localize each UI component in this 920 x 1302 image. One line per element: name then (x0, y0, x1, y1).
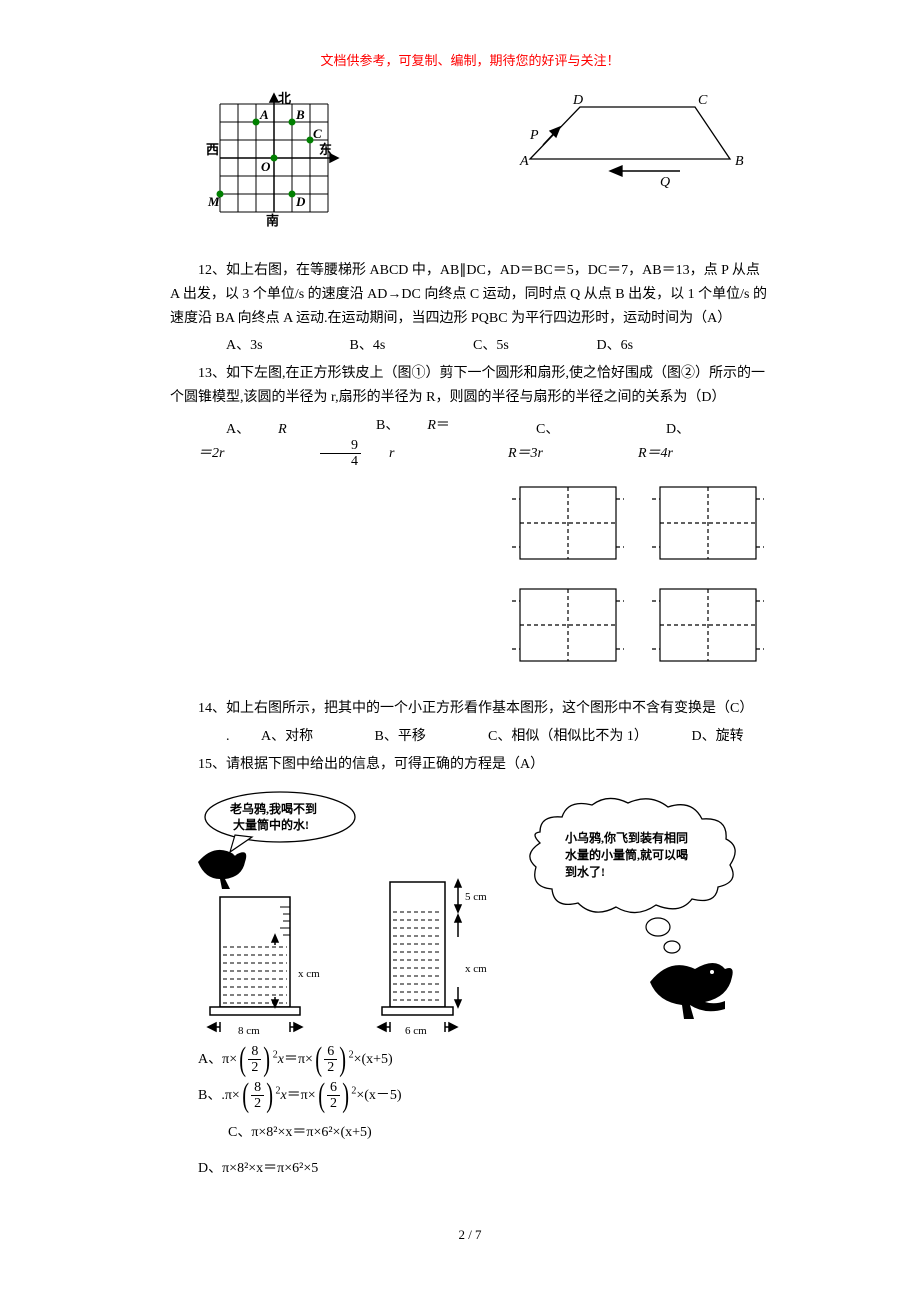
q15-text: 15、请根据下图中给出的信息，可得正确的方程是（A） (170, 753, 770, 777)
label-C: C (313, 126, 322, 141)
q14-opt-a: A、对称 (233, 725, 343, 749)
trap-Q: Q (660, 175, 670, 190)
page-number: 2 / 7 (170, 1227, 770, 1243)
q14-text: 14、如上右图所示，把其中的一个小正方形看作基本图形，这个图形中不含有变换是（C… (170, 697, 770, 721)
q13-opt-a: A、R＝2r (170, 418, 320, 466)
q12-opt-b: B、4s (322, 334, 442, 358)
label-south: 南 (266, 213, 279, 228)
q14-opt-d: D、旋转 (664, 725, 754, 749)
q13-opt-d: D、R＝4r (610, 418, 720, 466)
trap-B: B (735, 154, 744, 169)
q15-opt-d: D、π×8²×x＝π×6²×5 (198, 1151, 458, 1187)
label-D: D (295, 194, 306, 209)
trap-A: A (519, 154, 529, 169)
q15-figure: 老乌鸦,我喝不到 大量筒中的水! (180, 787, 770, 1037)
label-east: 东 (319, 142, 332, 157)
q12-options: A、3s B、4s C、5s D、6s (170, 334, 770, 358)
trap-C: C (698, 93, 708, 108)
cloud-speech: 小乌鸦,你飞到装有相同 水量的小量筒,就可以喝 到水了! (530, 798, 735, 953)
q14-opt-c: C、相似（相似比不为 1） (460, 725, 660, 749)
bird-small-icon (650, 963, 733, 1019)
q14-options: . A、对称 B、平移 C、相似（相似比不为 1） D、旋转 (170, 725, 770, 749)
speech-big-l1: 老乌鸦,我喝不到 (230, 801, 317, 816)
big-x-label: x cm (298, 968, 320, 980)
small-w-label: 6 cm (405, 1025, 427, 1037)
bird-big-icon (198, 850, 246, 889)
label-A: A (259, 107, 269, 122)
q15-options: A、π×(82)2x＝π×(62)2×(x+5) B、.π×(82)2x＝π×(… (198, 1042, 770, 1188)
label-M: M (207, 194, 220, 209)
q13-opt-c: C、 R＝3r (480, 418, 610, 466)
figure-row-top: A B C O D M 北 南 东 西 (200, 89, 770, 229)
trap-P: P (529, 128, 539, 143)
label-O: O (261, 159, 271, 174)
label-B: B (295, 107, 305, 122)
big-w-label: 8 cm (238, 1025, 260, 1037)
q12-opt-c: C、5s (445, 334, 565, 358)
q13-options: A、R＝2r B、 R＝94r C、 R＝3r D、R＝4r (170, 414, 770, 470)
q15-opt-a: A、π×(82)2x＝π×(62)2×(x+5) (198, 1042, 488, 1078)
q12-opt-d: D、6s (569, 334, 689, 358)
label-north: 北 (278, 91, 291, 106)
q12-text: 12、如上右图，在等腰梯形 ABCD 中，AB∥DC，AD＝BC＝5，DC＝7，… (170, 259, 770, 330)
svg-text:水量的小量筒,就可以喝: 水量的小量筒,就可以喝 (565, 847, 688, 862)
trap-D: D (572, 93, 583, 108)
trapezoid-figure: A B C D P Q (510, 89, 770, 199)
header-note: 文档供参考，可复制、编制，期待您的好评与关注！ (170, 50, 770, 69)
q14-pre: . (198, 725, 230, 749)
q15-opt-c: C、π×8²×x＝π×6²×(x+5) (198, 1115, 518, 1151)
q13-opt-b: B、 R＝94r (320, 414, 480, 470)
q15-opt-b: B、.π×(82)2x＝π×(62)2×(x－5) (198, 1078, 488, 1114)
q14-opt-b: B、平移 (347, 725, 457, 749)
svg-text:小乌鸦,你飞到装有相同: 小乌鸦,你飞到装有相同 (565, 830, 688, 845)
squares-figure (510, 477, 770, 677)
label-west: 西 (206, 142, 219, 157)
small-5-label: 5 cm (465, 891, 487, 903)
q12-opt-a: A、3s (198, 334, 318, 358)
small-x-label: x cm (465, 963, 487, 975)
svg-text:到水了!: 到水了! (565, 864, 605, 879)
speech-big-l2: 大量筒中的水! (233, 817, 309, 832)
grid-figure: A B C O D M 北 南 东 西 (200, 89, 350, 229)
q13-text: 13、如下左图,在正方形铁皮上（图①）剪下一个圆形和扇形,使之恰好围成（图②）所… (170, 362, 770, 410)
